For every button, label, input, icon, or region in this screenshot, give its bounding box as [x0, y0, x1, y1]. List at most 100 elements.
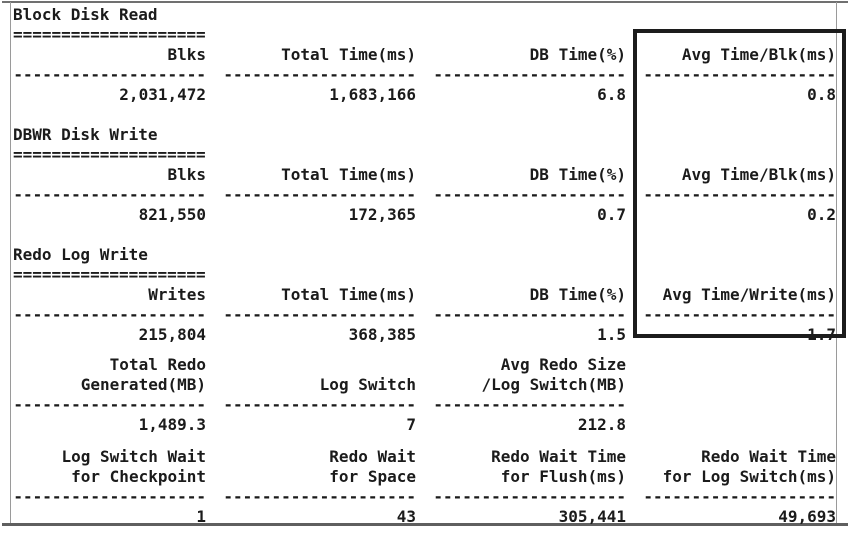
value-total-time: 1,683,166 [329, 85, 416, 104]
separator: -------------------- [643, 305, 836, 324]
value-blks: 2,031,472 [119, 85, 206, 104]
col-header-log-switch-1 [223, 355, 416, 375]
separator: -------------------- [433, 487, 626, 506]
frame-bottom-rule [2, 523, 848, 526]
col-header-total-redo-1: Total Redo [109, 355, 206, 374]
frame-left-rule [10, 2, 11, 523]
col-header-total-time: Total Time(ms) [281, 165, 416, 184]
header-row-line2: Generated(MB) Log Switch /Log Switch(MB) [13, 375, 850, 395]
separator: -------------------- [13, 487, 206, 506]
col-header-avg-redo-size-1: Avg Redo Size [500, 355, 626, 374]
col-header-avg-redo-size-2: /Log Switch(MB) [481, 375, 627, 394]
col-header-blks: Blks [167, 45, 206, 64]
col-header-avg-time-write: Avg Time/Write(ms) [662, 285, 836, 304]
section-title-underline: ==================== [13, 265, 206, 284]
section-redo-log-write: Redo Log Write ==================== Writ… [0, 245, 850, 345]
col-header-total-redo-2: Generated(MB) [80, 375, 206, 394]
separator: -------------------- [13, 185, 206, 204]
value-db-time: 1.5 [597, 325, 626, 344]
separator: -------------------- [643, 185, 836, 204]
value-total-time: 172,365 [348, 205, 416, 224]
col-header-redo-wait-space-1: Redo Wait [329, 447, 416, 466]
separator: -------------------- [13, 395, 206, 414]
separator [643, 395, 836, 415]
col-header-redo-wait-logswitch-1: Redo Wait Time [701, 447, 836, 466]
header-row: Blks Total Time(ms) DB Time(%) Avg Time/… [13, 165, 850, 185]
separator: -------------------- [223, 395, 416, 414]
col-header-empty-2 [643, 375, 836, 395]
value-avg-time-write: 1.7 [807, 325, 836, 344]
separator: -------------------- [13, 65, 206, 84]
separator: -------------------- [433, 305, 626, 324]
col-header-avg-time: Avg Time/Blk(ms) [681, 165, 836, 184]
section-title: Block Disk Read [13, 5, 158, 24]
value-row: 215,804 368,385 1.5 1.7 [13, 325, 850, 345]
separator-row: -------------------- -------------------… [13, 65, 850, 85]
value-empty [643, 415, 836, 435]
value-db-time: 0.7 [597, 205, 626, 224]
value-total-time: 368,385 [348, 325, 416, 344]
col-header-log-switch-2: Log Switch [319, 375, 416, 394]
col-header-db-time: DB Time(%) [529, 285, 626, 304]
value-row: 1 43 305,441 49,693 [13, 507, 850, 527]
section-title: Redo Log Write [13, 245, 148, 264]
value-writes: 215,804 [138, 325, 206, 344]
col-header-total-time: Total Time(ms) [281, 285, 416, 304]
header-row-line2: for Checkpoint for Space for Flush(ms) f… [13, 467, 850, 487]
report-content: Block Disk Read ==================== Blk… [0, 5, 850, 534]
separator-row: -------------------- -------------------… [13, 305, 850, 325]
value-row: 1,489.3 7 212.8 [13, 415, 850, 435]
value-log-switch-wait-checkpoint: 1 [196, 507, 206, 526]
value-row: 2,031,472 1,683,166 6.8 0.8 [13, 85, 850, 105]
header-row-line1: Total Redo Avg Redo Size [13, 355, 850, 375]
separator: -------------------- [643, 487, 836, 506]
separator: -------------------- [433, 395, 626, 414]
value-avg-time: 0.2 [807, 205, 836, 224]
frame-right-rule [836, 2, 837, 523]
header-row: Writes Total Time(ms) DB Time(%) Avg Tim… [13, 285, 850, 305]
col-header-empty-1 [643, 355, 836, 375]
value-avg-redo-size: 212.8 [577, 415, 626, 434]
col-header-redo-wait-logswitch-2: for Log Switch(ms) [662, 467, 836, 486]
section-redo-generation: Total Redo Avg Redo Size Generated(MB) L… [0, 355, 850, 435]
separator: -------------------- [433, 65, 626, 84]
separator-row: -------------------- -------------------… [13, 487, 850, 507]
col-header-log-switch-wait-1: Log Switch Wait [61, 447, 207, 466]
col-header-writes: Writes [148, 285, 206, 304]
section-redo-waits: Log Switch Wait Redo Wait Redo Wait Time… [0, 447, 850, 527]
value-redo-wait-space: 43 [396, 507, 416, 526]
value-log-switch: 7 [406, 415, 416, 434]
col-header-db-time: DB Time(%) [529, 45, 626, 64]
value-redo-wait-log-switch: 49,693 [778, 507, 836, 526]
section-title: DBWR Disk Write [13, 125, 158, 144]
separator: -------------------- [223, 185, 416, 204]
header-row: Blks Total Time(ms) DB Time(%) Avg Time/… [13, 45, 850, 65]
section-title-underline: ==================== [13, 25, 206, 44]
separator: -------------------- [223, 65, 416, 84]
separator-row: -------------------- -------------------… [13, 395, 850, 415]
frame-top-rule [2, 1, 848, 3]
col-header-avg-time: Avg Time/Blk(ms) [681, 45, 836, 64]
separator: -------------------- [643, 65, 836, 84]
col-header-total-time: Total Time(ms) [281, 45, 416, 64]
header-row-line1: Log Switch Wait Redo Wait Redo Wait Time… [13, 447, 850, 467]
separator-row: -------------------- -------------------… [13, 185, 850, 205]
value-avg-time: 0.8 [807, 85, 836, 104]
separator: -------------------- [13, 305, 206, 324]
value-blks: 821,550 [138, 205, 206, 224]
separator: -------------------- [223, 305, 416, 324]
col-header-db-time: DB Time(%) [529, 165, 626, 184]
section-block-disk-read: Block Disk Read ==================== Blk… [0, 5, 850, 105]
section-title-underline: ==================== [13, 145, 206, 164]
separator: -------------------- [223, 487, 416, 506]
value-row: 821,550 172,365 0.7 0.2 [13, 205, 850, 225]
col-header-redo-wait-flush-2: for Flush(ms) [500, 467, 626, 486]
col-header-blks: Blks [167, 165, 206, 184]
col-header-redo-wait-space-2: for Space [329, 467, 416, 486]
col-header-redo-wait-flush-1: Redo Wait Time [491, 447, 626, 466]
col-header-log-switch-wait-2: for Checkpoint [71, 467, 206, 486]
value-total-redo-generated: 1,489.3 [138, 415, 206, 434]
section-dbwr-disk-write: DBWR Disk Write ==================== Blk… [0, 125, 850, 225]
separator: -------------------- [433, 185, 626, 204]
